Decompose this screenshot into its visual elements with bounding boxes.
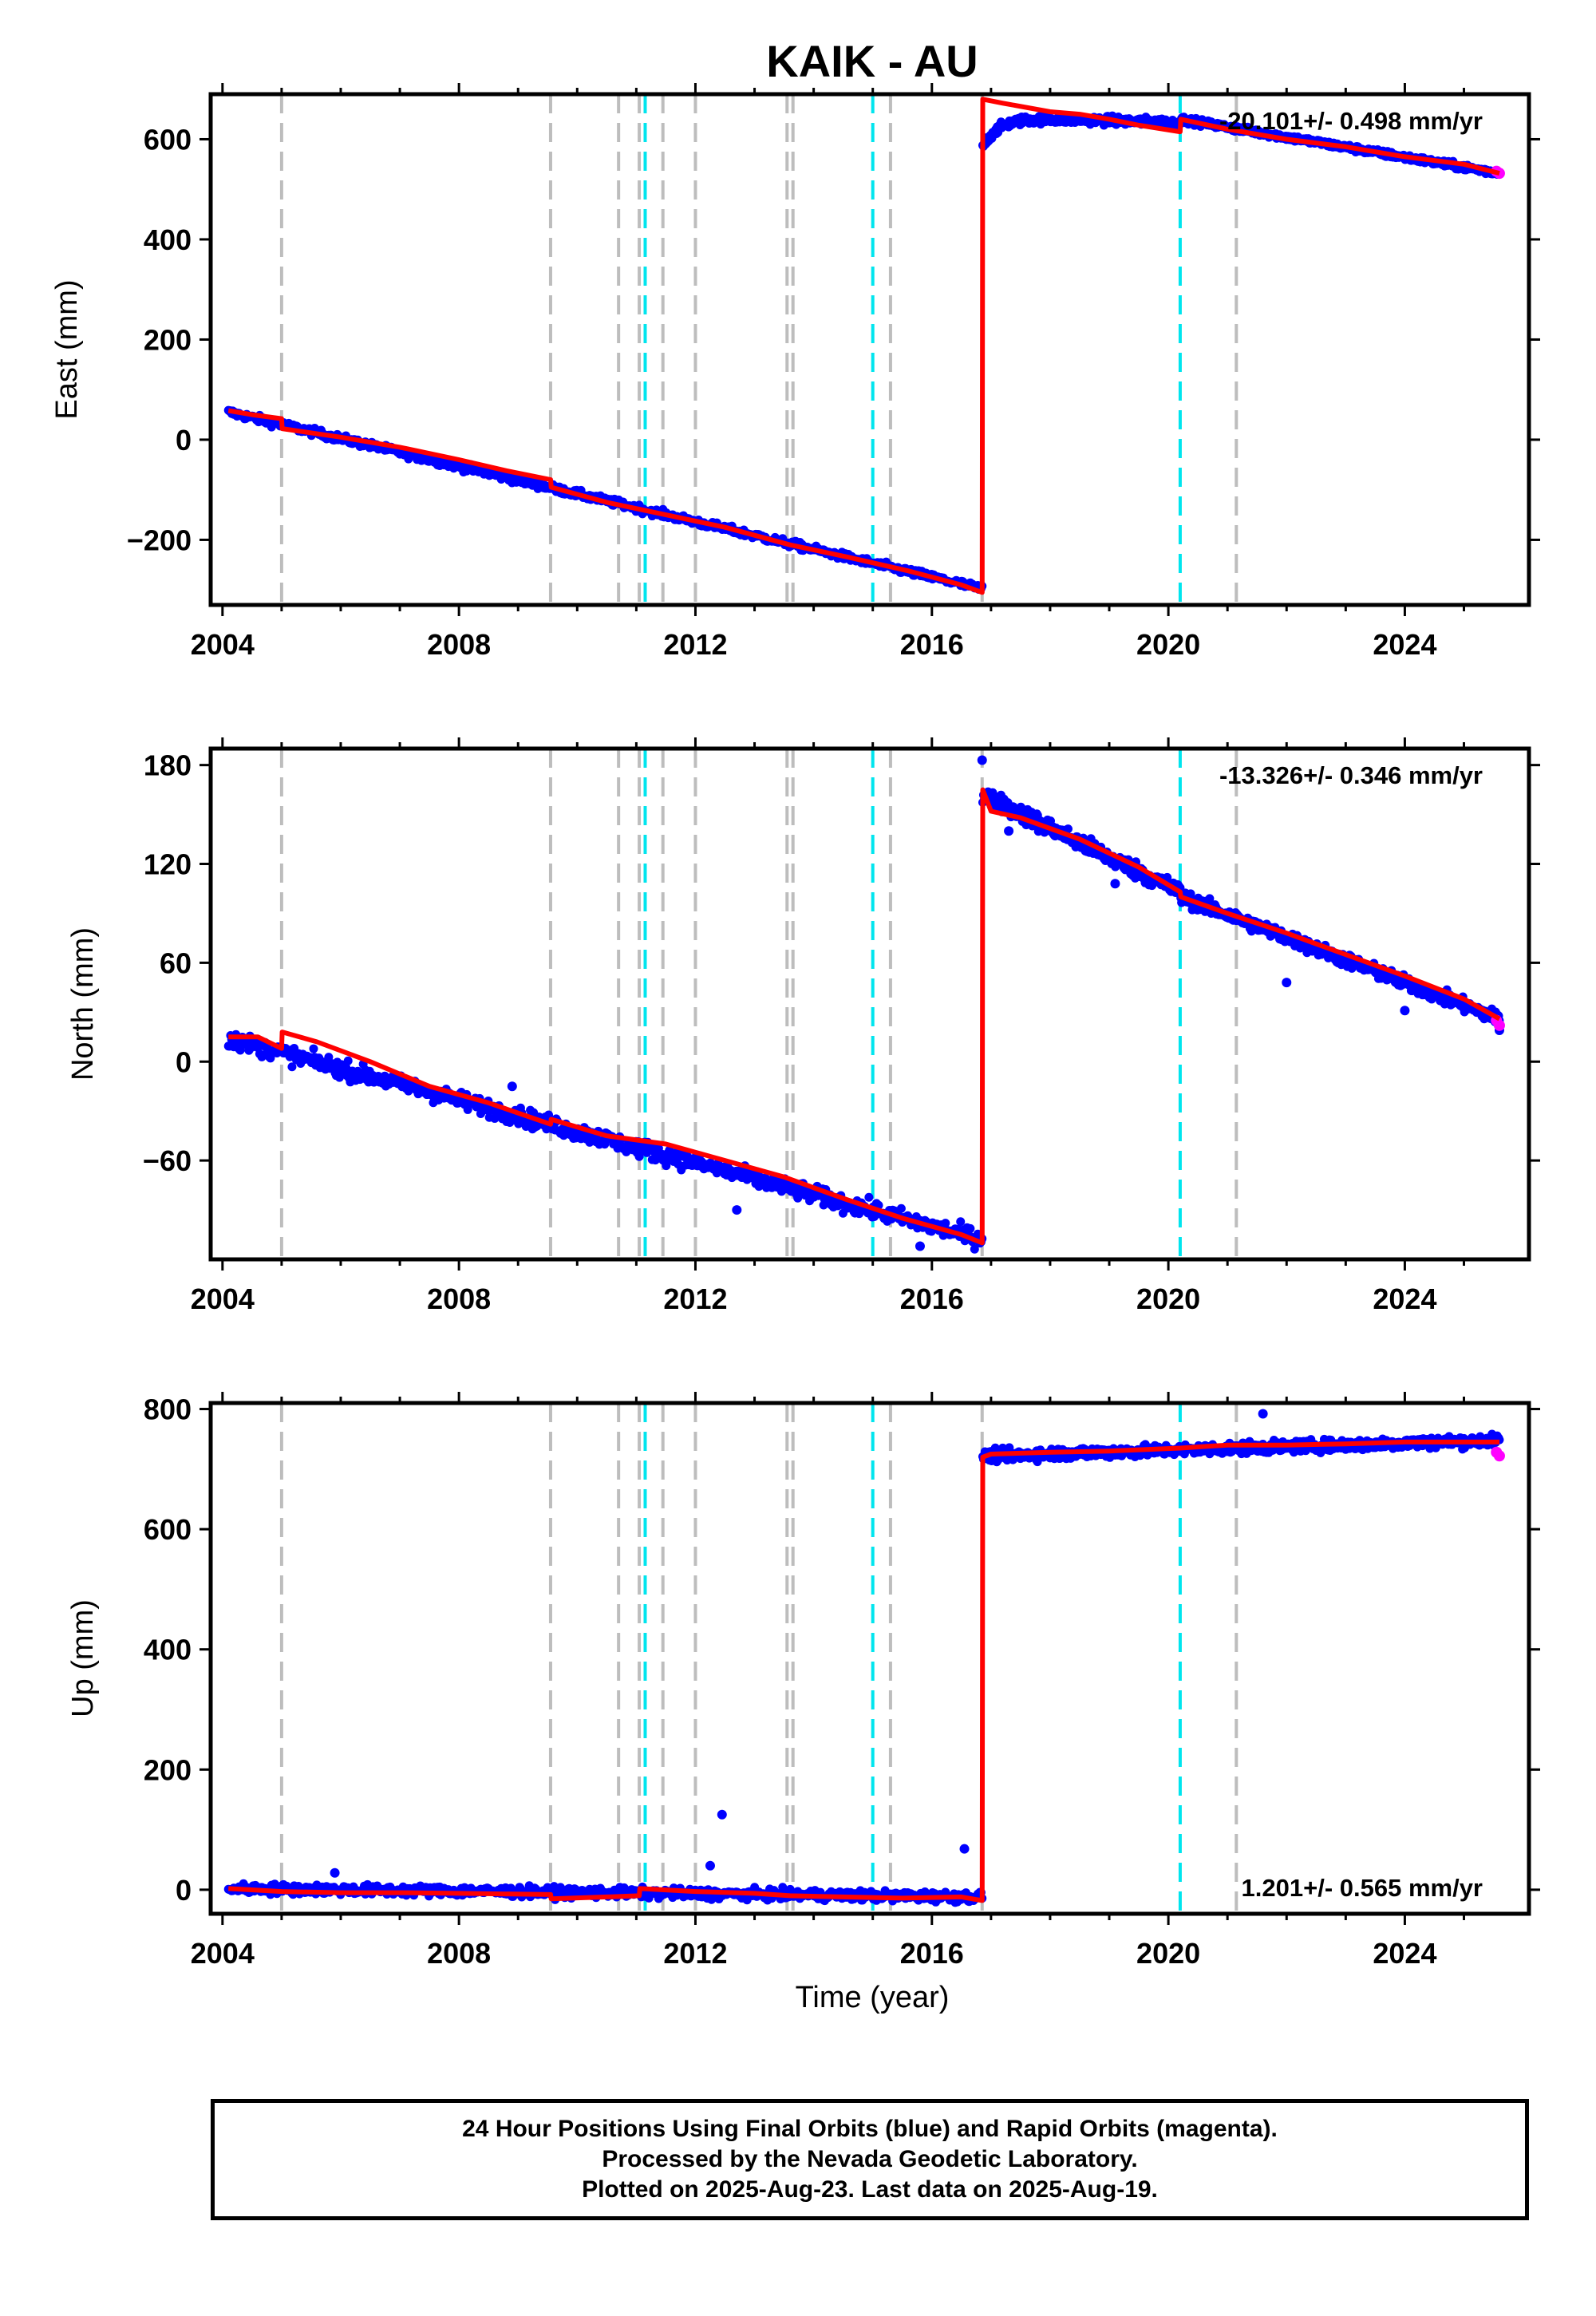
x-tick-label: 2016 [900,1937,964,1970]
data-point [1063,824,1073,834]
rapid-orbit-point [1493,1450,1505,1462]
y-tick-label: 0 [176,1045,192,1078]
data-point [343,1056,353,1065]
x-axis-label: Time (year) [796,1981,950,2014]
footer-line-3: Plotted on 2025-Aug-23. Last data on 202… [582,2176,1158,2203]
outlier-point [959,1844,970,1854]
data-point [966,1223,975,1233]
footer-caption-box: 24 Hour Positions Using Final Orbits (bl… [211,2099,1529,2220]
model-fit-line [228,1439,1499,1903]
x-tick-label: 2024 [1373,1937,1436,1970]
y-axis-label: Up (mm) [66,1599,100,1717]
plot-frame [208,746,1531,1262]
data-point [896,1203,906,1213]
data-point [287,1062,297,1072]
outlier-point [1110,879,1120,889]
data-point [941,1219,950,1228]
north-panel: 2004 2008 2012 2016 2020 2024 −60 0 60 120 180 Nort… [66,737,1540,1315]
y-tick-label: −60 [143,1144,192,1177]
outlier-point [977,755,987,765]
plot-frame [208,1401,1531,1916]
x-tick-label: 2020 [1136,1937,1200,1970]
outlier-point [330,1867,340,1878]
y-tick-label: 0 [176,424,192,456]
y-tick-label: −200 [127,524,192,556]
outlier-point [717,1809,727,1820]
y-axis-label: North (mm) [66,927,100,1081]
x-tick-label: 2012 [663,628,727,661]
x-tick-label: 2008 [427,1937,491,1970]
outlier-point [1282,978,1292,988]
plot-frame [208,92,1531,607]
rapid-orbit-point [1493,1019,1505,1031]
y-axis-label: East (mm) [50,279,84,419]
rate-annotation: -13.326+/- 0.346 mm/yr [1219,761,1483,789]
data-point [1163,872,1172,882]
y-tick-label: 200 [144,323,192,356]
data-point [662,1161,671,1171]
y-tick-label: 120 [144,848,192,881]
outlier-point [507,1081,517,1092]
x-tick-label: 2004 [191,1937,255,1970]
outlier-point [915,1241,925,1251]
outlier-point [705,1860,715,1871]
x-tick-label: 2004 [191,1282,255,1315]
plot-area [223,94,1505,605]
outlier-point [1004,826,1014,836]
data-point [864,1192,874,1202]
x-tick-label: 2020 [1136,1282,1200,1315]
y-tick-label: 400 [144,223,192,256]
data-point [309,1044,318,1053]
plot-area [223,749,1505,1259]
x-tick-label: 2012 [663,1937,727,1970]
x-tick-label: 2008 [427,628,491,661]
rate-annotation: -20.101+/- 0.498 mm/yr [1219,107,1483,135]
footer-line-1: 24 Hour Positions Using Final Orbits (bl… [462,2116,1278,2142]
model-fit-line [227,97,1500,595]
up-panel: 2004 2008 2012 2016 2020 2024 0 200 400 600 800 Up … [66,1392,1540,1970]
plot-area [223,1403,1505,1914]
y-tick-label: 200 [144,1753,192,1786]
rate-annotation: 1.201+/- 0.565 mm/yr [1242,1874,1483,1902]
data-point [956,1217,966,1227]
footer-line-2: Processed by the Nevada Geodetic Laborat… [602,2146,1138,2172]
east-panel: 2004 2008 2012 2016 2020 2024 −200 0 200 400 600 Ea… [50,83,1540,661]
data-point [970,1244,979,1254]
model-fit-line [228,787,1501,1246]
x-tick-label: 2016 [900,1282,964,1315]
chart-title: KAIK - AU [766,36,978,86]
y-tick-label: 600 [144,123,192,156]
y-tick-label: 800 [144,1393,192,1426]
x-tick-label: 2008 [427,1282,491,1315]
x-tick-label: 2012 [663,1282,727,1315]
y-tick-label: 600 [144,1513,192,1546]
x-tick-label: 2024 [1373,1282,1436,1315]
x-tick-label: 2016 [900,628,964,661]
y-tick-label: 0 [176,1874,192,1907]
x-tick-label: 2004 [191,628,255,661]
x-tick-label: 2024 [1373,628,1436,661]
outlier-point [1400,1006,1410,1016]
data-point [634,1152,644,1161]
x-tick-label: 2020 [1136,628,1200,661]
y-tick-label: 180 [144,749,192,782]
outlier-point [1080,846,1091,856]
y-tick-label: 60 [160,947,192,979]
outlier-point [732,1205,742,1215]
outlier-point [1258,1409,1268,1419]
y-tick-label: 400 [144,1634,192,1666]
data-point [1205,894,1215,903]
